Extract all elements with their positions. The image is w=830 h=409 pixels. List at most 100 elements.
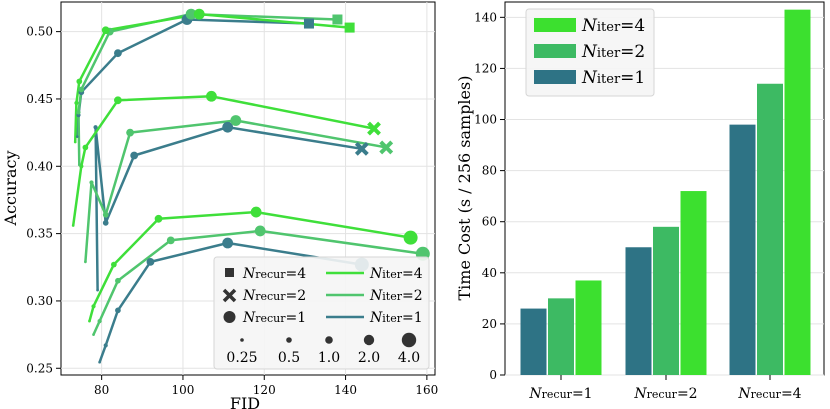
legend-swatch-iter4 — [534, 18, 576, 32]
legend-recur4-value: =4 — [286, 266, 307, 282]
left-x-tick-label: 120 — [253, 383, 276, 397]
data-point — [76, 110, 81, 115]
category-recur-subscript: recur — [751, 388, 782, 401]
category-n-symbol: N — [528, 386, 542, 402]
legend-size-label: 1.0 — [318, 350, 340, 366]
data-point — [97, 319, 102, 324]
legend-iter1-value: =1 — [402, 310, 423, 326]
left-x-tick-label: 160 — [415, 383, 438, 397]
data-point — [250, 206, 262, 218]
series-line-recur1-iter4 — [88, 210, 411, 322]
legend-size-label: 4.0 — [398, 350, 420, 366]
series-line-recur1-iter1 — [98, 241, 362, 363]
left-plot-frame — [60, 1, 436, 376]
legend-recur-subscript: recur — [255, 268, 286, 281]
legend-n-symbol: N — [242, 288, 256, 304]
legend-recur-subscript: recur — [255, 312, 286, 325]
legend-n-symbol: N — [369, 266, 383, 282]
category-value: =2 — [677, 386, 698, 402]
data-point — [115, 277, 121, 284]
data-point — [114, 49, 122, 58]
legend-iter2-label: Niter=2 — [369, 288, 423, 304]
category-label-recur1: Nrecur=1 — [528, 386, 592, 402]
data-point — [88, 319, 91, 323]
legend-iter2-value: =2 — [620, 42, 645, 62]
legend-recur1-value: =1 — [286, 310, 307, 326]
category-value: =1 — [572, 386, 593, 402]
bar-recur-1-series-1 — [653, 226, 679, 375]
right-y-tick-label: 20 — [482, 317, 497, 331]
legend-iter1-value: =1 — [620, 68, 645, 88]
data-point — [73, 140, 77, 144]
data-point — [103, 343, 108, 348]
end-marker-circle — [403, 230, 418, 245]
data-point — [222, 237, 234, 249]
end-marker-square — [344, 22, 355, 33]
legend-iter1-label: Niter=1 — [581, 68, 645, 88]
right-x-ticks — [560, 375, 771, 380]
end-marker-cross — [379, 140, 394, 155]
data-point — [96, 288, 99, 292]
left-y-tick-label: 0.35 — [26, 227, 53, 241]
bar-recur-0-series-2 — [575, 280, 602, 375]
data-point — [254, 225, 266, 237]
data-point — [115, 307, 121, 314]
category-value: =4 — [781, 386, 802, 402]
data-point — [75, 135, 79, 139]
data-point — [222, 121, 234, 133]
legend-size-label: 0.5 — [278, 350, 300, 366]
right-legend: Niter=4 Niter=2 Niter=1 — [525, 8, 655, 97]
left-y-ticks: 0.25 0.30 0.35 0.40 0.45 0.50 — [26, 25, 61, 375]
right-y-tick-label: 40 — [482, 266, 497, 280]
legend-square-marker — [225, 268, 234, 277]
legend-size-label: 0.25 — [226, 350, 257, 366]
bar-recur-1-series-2 — [680, 191, 707, 375]
left-chart: 80 100 120 140 160 0.250.300.350.400.450.50 … — [1, 1, 438, 409]
right-y-tick-label: 60 — [482, 215, 497, 229]
data-point — [130, 151, 139, 160]
data-point — [93, 125, 98, 130]
data-point — [71, 224, 75, 227]
bar-recur-2-series-2 — [784, 9, 811, 375]
left-x-ticks: 80 100 120 140 160 — [94, 375, 438, 397]
legend-iter4-value: =4 — [620, 16, 645, 36]
left-x-axis-label: FID — [230, 394, 260, 409]
legend-size-dot-4.0 — [401, 332, 417, 348]
legend-recur4-label: Nrecur=4 — [242, 266, 306, 282]
data-point — [98, 360, 101, 364]
data-point — [82, 144, 89, 151]
right-x-category-labels: Nrecur=1 Nrecur=2 Nrecur=4 — [528, 386, 801, 402]
series-line-recur4-iter1 — [76, 18, 310, 137]
data-point — [185, 8, 197, 20]
data-point — [101, 26, 110, 35]
legend-recur2-label: Nrecur=2 — [242, 288, 306, 304]
category-label-recur2: Nrecur=2 — [633, 386, 697, 402]
end-marker-cross — [354, 141, 369, 156]
bar-recur-1-series-0 — [625, 247, 652, 375]
end-marker-square — [303, 18, 314, 29]
series-line-recur4-iter4 — [73, 12, 350, 143]
left-y-tick-label: 0.50 — [26, 25, 53, 39]
right-y-tick-label: 120 — [474, 61, 497, 75]
legend-iter-subscript: iter — [597, 46, 621, 61]
left-y-tick-label: 0.25 — [26, 361, 53, 375]
legend-size-dot-0.5 — [286, 337, 292, 343]
right-chart: 0 20 40 60 80 100 120 140 Time Cost (s / 256 sa… — [455, 1, 825, 402]
right-y-axis-label: Time Cost (s / 256 samples) — [455, 76, 474, 301]
right-y-ticks: 0 20 40 60 80 100 120 140 — [474, 10, 505, 382]
legend-recur2-value: =2 — [286, 288, 307, 304]
data-point — [193, 8, 205, 20]
data-point — [92, 333, 95, 336]
legend-iter4-value: =4 — [402, 266, 423, 282]
legend-swatch-iter2 — [534, 44, 576, 58]
legend-n-symbol: N — [581, 68, 598, 88]
right-y-tick-label: 100 — [474, 113, 497, 127]
bar-recur-0-series-0 — [520, 308, 547, 375]
legend-iter4-label: Niter=4 — [369, 266, 423, 282]
data-point — [77, 163, 81, 167]
left-x-tick-label: 80 — [94, 383, 109, 397]
series-line-recur1-iter2 — [92, 229, 423, 336]
category-n-symbol: N — [737, 386, 751, 402]
left-legend: Nrecur=4 Nrecur=2 Nrecur=1 Niter=4 Niter… — [213, 256, 430, 370]
